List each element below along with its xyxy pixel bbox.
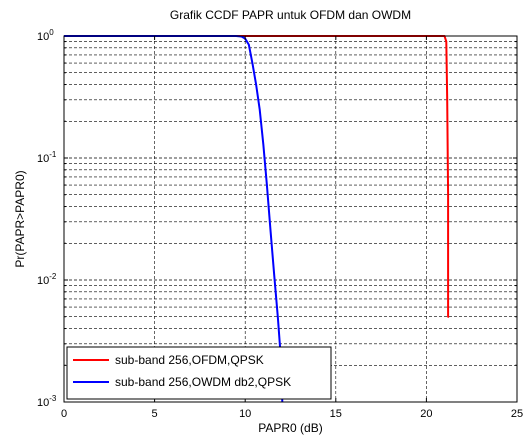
grid (64, 36, 517, 402)
y-axis-ticks: 10-3 10-2 10-1 100 (37, 28, 517, 409)
x-tick-label: 0 (61, 408, 67, 420)
x-tick-label: 15 (330, 408, 342, 420)
y-tick-label: 10-2 (37, 272, 57, 287)
legend-box (66, 346, 332, 400)
axes-frame (63, 35, 518, 403)
chart-title: Grafik CCDF PAPR untuk OFDM dan OWDM (170, 8, 411, 22)
x-axis-label: PAPR0 (dB) (258, 421, 322, 435)
series-line-2 (64, 35, 284, 403)
y-tick-label: 100 (37, 28, 54, 43)
y-axis-label: Pr(PAPR>PAPR0) (13, 170, 27, 267)
x-tick-label: 20 (420, 408, 432, 420)
y-tick-label: 10-3 (37, 394, 57, 409)
legend-label: sub-band 256,OFDM,QPSK (115, 353, 264, 367)
legend-label: sub-band 256,OWDM db2,QPSK (115, 375, 291, 389)
x-axis-ticks: 0 5 10 15 20 25 (61, 36, 523, 420)
x-tick-label: 10 (239, 408, 251, 420)
x-tick-label: 5 (152, 408, 158, 420)
x-tick-label: 25 (511, 408, 523, 420)
series-line-1 (64, 35, 450, 318)
legend: sub-band 256,OFDM,QPSK sub-band 256,OWDM … (66, 346, 332, 400)
y-tick-label: 10-1 (37, 150, 57, 165)
